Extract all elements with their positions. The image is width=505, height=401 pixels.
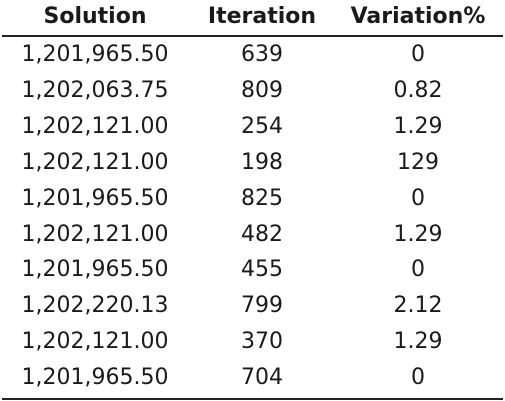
table-cell: 0 xyxy=(411,365,425,391)
table-cell: 704 xyxy=(241,365,283,391)
table-cell: 1,201,965.50 xyxy=(21,42,169,67)
table-cell: 0 xyxy=(411,257,425,283)
table-cell: 1,202,063.75 xyxy=(21,77,169,103)
header-rule xyxy=(2,35,503,37)
table-cell: 254 xyxy=(241,113,283,139)
table-cell: 639 xyxy=(241,42,283,67)
table-cell: 198 xyxy=(241,149,283,175)
table-cell: 825 xyxy=(241,185,283,211)
table-cell: 0.82 xyxy=(393,77,443,103)
table-cell: 482 xyxy=(241,221,283,247)
table-cell: 1,201,965.50 xyxy=(21,185,169,211)
table-cell: 1.29 xyxy=(393,113,443,139)
header-cell: Iteration xyxy=(207,4,317,29)
table-cell: 0 xyxy=(411,185,425,211)
table-cell: 129 xyxy=(397,149,439,175)
table-cell: 0 xyxy=(411,42,425,67)
table-cell: 1.29 xyxy=(393,329,443,355)
table-cell: 809 xyxy=(241,77,283,103)
table-cell: 1,201,965.50 xyxy=(21,365,169,391)
table-cell: 1,202,121.00 xyxy=(21,113,169,139)
table-cell: 1,202,121.00 xyxy=(21,329,169,355)
table-cell: 2.12 xyxy=(393,293,443,319)
table-cell: 799 xyxy=(241,293,283,319)
table-cell: 1,202,121.00 xyxy=(21,149,169,175)
table-cell: 1,202,220.13 xyxy=(21,293,169,319)
header-cell: Variation% xyxy=(350,4,486,29)
table-cell: 455 xyxy=(241,257,283,283)
table-cell: 1.29 xyxy=(393,221,443,247)
table-cell: 1,201,965.50 xyxy=(21,257,169,283)
table-cell: 370 xyxy=(241,329,283,355)
bottom-rule xyxy=(2,398,503,400)
table-cell: 1,202,121.00 xyxy=(21,221,169,247)
header-cell: Solution xyxy=(43,4,147,29)
